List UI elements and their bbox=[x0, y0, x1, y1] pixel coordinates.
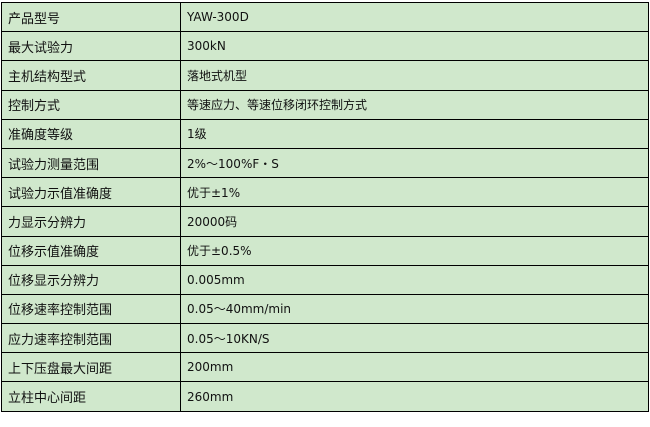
table-row: 位移示值准确度 优于±0.5% bbox=[1, 235, 649, 266]
table-row: 最大试验力 300kN bbox=[1, 31, 649, 62]
table-row: 位移显示分辨力 0.005mm bbox=[1, 264, 649, 295]
spec-label: 上下压盘最大间距 bbox=[1, 352, 181, 383]
table-row: 准确度等级 1级 bbox=[1, 118, 649, 149]
spec-value: 优于±1% bbox=[180, 177, 649, 208]
table-row: 上下压盘最大间距 200mm bbox=[1, 352, 649, 383]
spec-value: 2%～100%F・S bbox=[180, 147, 649, 179]
table-row: 产品型号 YAW-300D bbox=[1, 1, 649, 33]
table-row: 立柱中心间距 260mm bbox=[1, 381, 649, 412]
spec-label: 试验力示值准确度 bbox=[1, 177, 181, 208]
spec-value: 1级 bbox=[180, 118, 649, 149]
table-row: 主机结构型式 落地式机型 bbox=[1, 60, 649, 91]
table-row: 试验力测量范围 2%～100%F・S bbox=[1, 147, 649, 179]
spec-label: 立柱中心间距 bbox=[1, 381, 181, 412]
spec-label: 力显示分辨力 bbox=[1, 206, 181, 237]
spec-value: 0.005mm bbox=[180, 264, 649, 295]
spec-value: 0.05～10KN/S bbox=[180, 323, 649, 354]
spec-label: 准确度等级 bbox=[1, 118, 181, 149]
spec-label: 位移示值准确度 bbox=[1, 235, 181, 266]
spec-value: 0.05～40mm/min bbox=[180, 293, 649, 325]
table-row: 应力速率控制范围 0.05～10KN/S bbox=[1, 323, 649, 354]
spec-table: 产品型号 YAW-300D 最大试验力 300kN 主机结构型式 落地式机型 控制方式 等速应… bbox=[1, 1, 649, 412]
spec-value: 优于±0.5% bbox=[180, 235, 649, 266]
table-row: 位移速率控制范围 0.05～40mm/min bbox=[1, 293, 649, 325]
spec-label: 应力速率控制范围 bbox=[1, 323, 181, 354]
spec-label: 最大试验力 bbox=[1, 31, 181, 62]
spec-label: 控制方式 bbox=[1, 89, 181, 120]
spec-value: 300kN bbox=[180, 31, 649, 62]
spec-value: 等速应力、等速位移闭环控制方式 bbox=[180, 89, 649, 120]
table-row: 力显示分辨力 20000码 bbox=[1, 206, 649, 237]
spec-value: 落地式机型 bbox=[180, 60, 649, 91]
spec-label: 位移显示分辨力 bbox=[1, 264, 181, 295]
spec-label: 产品型号 bbox=[1, 1, 181, 33]
spec-label: 主机结构型式 bbox=[1, 60, 181, 91]
spec-label: 试验力测量范围 bbox=[1, 147, 181, 179]
spec-value: YAW-300D bbox=[180, 1, 649, 33]
spec-label: 位移速率控制范围 bbox=[1, 293, 181, 325]
spec-value: 20000码 bbox=[180, 206, 649, 237]
table-row: 控制方式 等速应力、等速位移闭环控制方式 bbox=[1, 89, 649, 120]
table-row: 试验力示值准确度 优于±1% bbox=[1, 177, 649, 208]
spec-value: 260mm bbox=[180, 381, 649, 412]
spec-value: 200mm bbox=[180, 352, 649, 383]
